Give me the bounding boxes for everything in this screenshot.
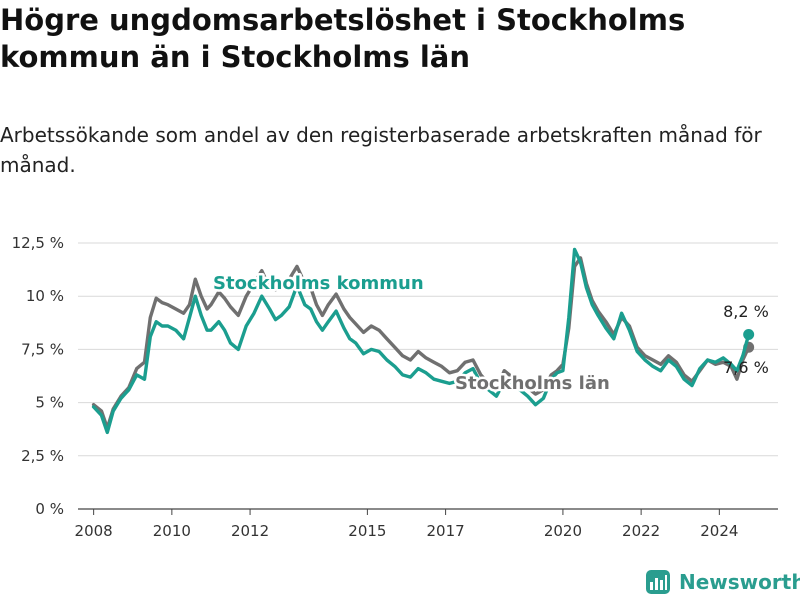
series-lines [91,247,755,435]
x-tick-label-0: 2008 [75,522,113,540]
y-tick-label-5: 12,5 % [12,234,64,252]
chart-subtitle: Arbetssökande som andel av den registerb… [0,123,762,177]
series-label-halo-1: Stockholms kommun [213,273,424,294]
chart-title: Högre ungdomsarbetslöshet i Stockholms k… [0,3,686,74]
series-label-halo-0: Stockholms län [455,373,610,394]
series-label-1: Stockholms kommun [213,273,424,294]
end-value-label-1: 8,2 % [723,302,769,321]
x-tick-label-6: 2022 [622,522,660,540]
x-tick-label-5: 2020 [544,522,582,540]
x-tick-label-7: 2024 [700,522,738,540]
y-tick-label-4: 10 % [26,287,64,305]
y-tick-label-1: 2,5 % [21,447,64,465]
brand-name: Newsworthy [679,570,800,594]
x-tick-label-2: 2012 [231,522,269,540]
x-tick-label-3: 2015 [348,522,386,540]
brand-logo: Newsworthy [645,566,800,598]
y-tick-label-2: 5 % [35,394,64,412]
x-tick-label-1: 2010 [153,522,191,540]
y-tick-label-0: 0 % [35,500,64,518]
series-label-0: Stockholms län [455,373,610,394]
y-tick-label-3: 7,5 % [21,340,64,358]
axes: 0 % 2,5 % 5 % 7,5 % 10 % 12,5 % 2008 2010 2012 20… [12,234,739,540]
series-end-point-1 [743,329,755,341]
x-tick-label-4: 2017 [427,522,465,540]
series-line-1 [91,247,751,435]
newsworthy-logo-icon [646,570,670,594]
end-value-label-0: 7,6 % [723,358,769,377]
